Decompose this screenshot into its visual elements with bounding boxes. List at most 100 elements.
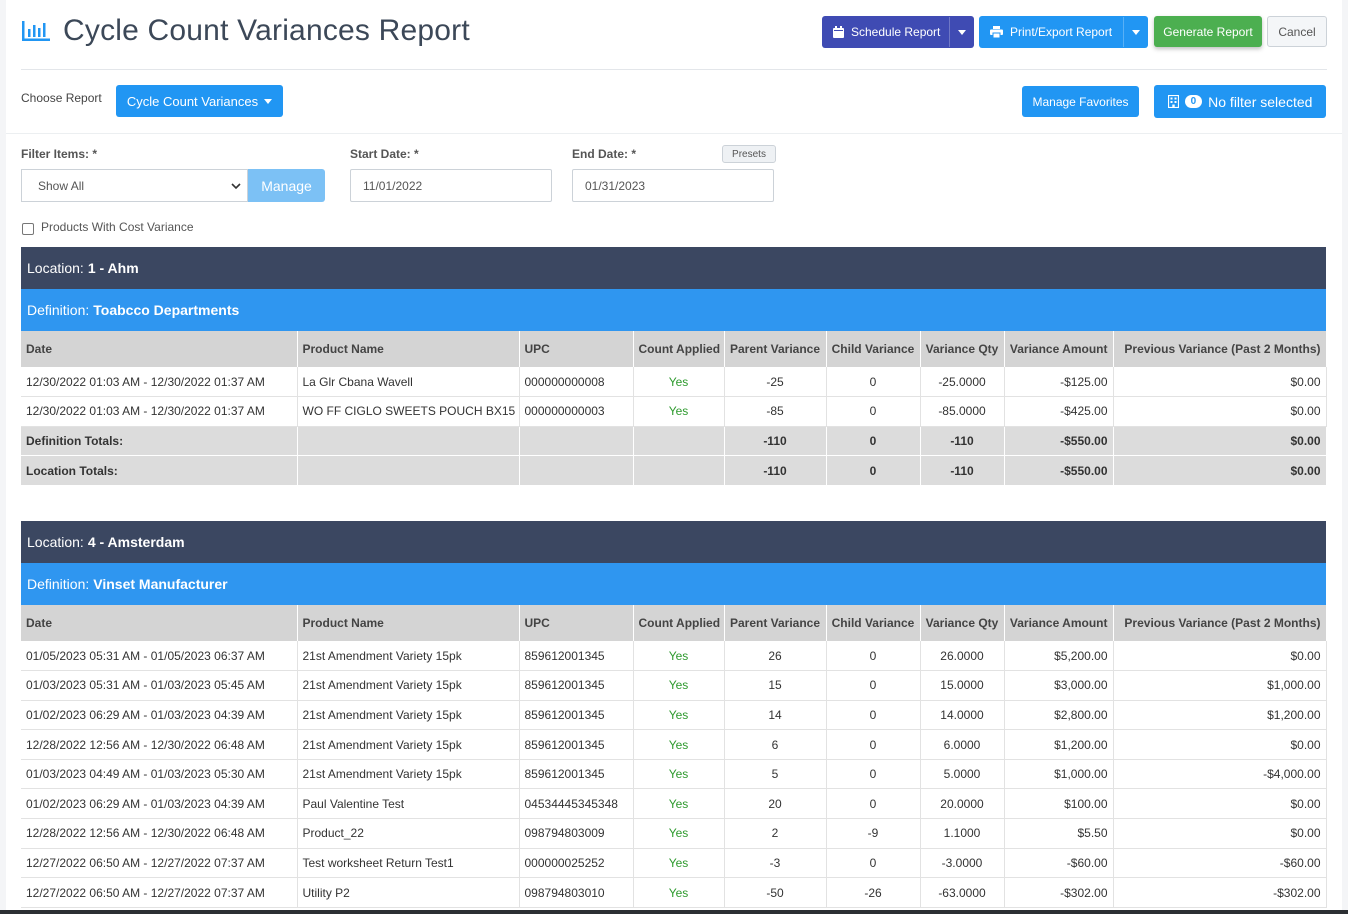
choose-report-value: Cycle Count Variances — [126, 93, 259, 109]
table-cell: 0 — [826, 700, 921, 731]
table-cell: 098794803009 — [519, 818, 634, 849]
cancel-button[interactable]: Cancel — [1267, 16, 1327, 47]
table-cell: La Glr Cbana Wavell — [297, 367, 520, 398]
table-row: 01/05/2023 05:31 AM - 01/05/2023 06:37 A… — [21, 641, 1327, 672]
column-header[interactable]: Child Variance — [826, 605, 921, 641]
table-cell: 26.0000 — [920, 641, 1005, 672]
print-export-button[interactable]: Print/Export Report — [979, 16, 1148, 48]
print-dropdown-toggle[interactable] — [1123, 17, 1147, 47]
caret-down-icon — [264, 98, 273, 104]
table-cell: 01/03/2023 05:31 AM - 01/03/2023 05:45 A… — [21, 670, 298, 701]
totals-cell: 0 — [826, 455, 921, 486]
column-header[interactable]: Count Applied — [633, 331, 725, 367]
definition-name: Vinset Manufacturer — [93, 576, 228, 592]
table-cell: 0 — [826, 729, 921, 760]
table-cell: 04534445345348 — [519, 788, 634, 820]
table-cell: 5.0000 — [920, 759, 1005, 790]
column-header[interactable]: Count Applied — [633, 605, 725, 641]
totals-cell — [519, 455, 634, 486]
column-header[interactable]: Previous Variance (Past 2 Months) — [1113, 605, 1327, 641]
table-cell: -$125.00 — [1004, 367, 1114, 398]
print-export-label: Print/Export Report — [1010, 25, 1113, 39]
column-header[interactable]: Child Variance — [826, 331, 921, 367]
totals-cell: -$550.00 — [1004, 426, 1114, 457]
manage-favorites-button[interactable]: Manage Favorites — [1022, 86, 1139, 117]
totals-cell — [519, 426, 634, 457]
column-header[interactable]: Previous Variance (Past 2 Months) — [1113, 331, 1327, 367]
table-cell: $1,200.00 — [1004, 729, 1114, 760]
column-header[interactable]: UPC — [519, 331, 634, 367]
table-cell: 21st Amendment Variety 15pk — [297, 641, 520, 672]
table-cell: -$60.00 — [1004, 848, 1114, 879]
filter-items-select[interactable]: Show All — [21, 169, 248, 202]
table-cell: -50 — [724, 877, 827, 908]
column-header[interactable]: Variance Amount — [1004, 331, 1114, 367]
location-section: Location: 1 - Ahm Definition: Toabcco De… — [21, 247, 1327, 486]
table-cell: 6 — [724, 729, 827, 760]
column-header[interactable]: Product Name — [297, 331, 520, 367]
table-row: 12/27/2022 06:50 AM - 12/27/2022 07:37 A… — [21, 848, 1327, 879]
table-row: 12/30/2022 01:03 AM - 12/30/2022 01:37 A… — [21, 396, 1327, 427]
table-cell: -85.0000 — [920, 396, 1005, 427]
choose-report-dropdown[interactable]: Cycle Count Variances — [116, 85, 283, 117]
totals-cell: 0 — [826, 426, 921, 457]
schedule-report-button[interactable]: Schedule Report — [822, 16, 974, 48]
table-cell: Yes — [633, 670, 725, 701]
table-cell: Paul Valentine Test — [297, 788, 520, 820]
divider — [6, 133, 1342, 134]
choose-report-label: Choose Report — [21, 91, 102, 105]
table-cell: 15 — [724, 670, 827, 701]
schedule-dropdown-toggle[interactable] — [949, 17, 973, 47]
filter-items-value: Show All — [38, 178, 85, 193]
table-row: 12/27/2022 06:50 AM - 12/27/2022 07:37 A… — [21, 877, 1327, 908]
page-header: Cycle Count Variances Report Schedule Re… — [21, 0, 1327, 70]
totals-cell: -110 — [920, 426, 1005, 457]
column-header[interactable]: Date — [21, 331, 298, 367]
table-cell: $0.00 — [1113, 788, 1327, 820]
presets-button[interactable]: Presets — [722, 145, 776, 163]
caret-down-icon — [957, 29, 966, 35]
table-cell: 14.0000 — [920, 700, 1005, 731]
filter-status-button[interactable]: 0 No filter selected — [1154, 85, 1326, 118]
column-header[interactable]: Parent Variance — [724, 331, 827, 367]
manage-button[interactable]: Manage — [248, 169, 325, 202]
filter-items-label: Filter Items: * — [21, 147, 98, 161]
caret-down-icon — [1131, 29, 1140, 35]
table-cell: 2 — [724, 818, 827, 849]
table-cell: 21st Amendment Variety 15pk — [297, 729, 520, 760]
table-cell: Yes — [633, 729, 725, 760]
column-header[interactable]: UPC — [519, 605, 634, 641]
table-cell: Yes — [633, 367, 725, 398]
definition-name: Toabcco Departments — [93, 302, 240, 318]
end-date-input[interactable]: 01/31/2023 — [572, 169, 774, 202]
column-header[interactable]: Date — [21, 605, 298, 641]
table-cell: $0.00 — [1113, 367, 1327, 398]
location-label: Location: — [27, 260, 84, 276]
table-cell: -$425.00 — [1004, 396, 1114, 427]
generate-report-button[interactable]: Generate Report — [1154, 16, 1262, 47]
column-header[interactable]: Variance Qty — [920, 605, 1005, 641]
column-header[interactable]: Parent Variance — [724, 605, 827, 641]
table-cell: 000000000003 — [519, 396, 634, 427]
location-header: Location: 1 - Ahm — [21, 247, 1326, 289]
table-cell: -$4,000.00 — [1113, 759, 1327, 790]
column-header[interactable]: Variance Qty — [920, 331, 1005, 367]
column-header[interactable]: Variance Amount — [1004, 605, 1114, 641]
start-date-input[interactable]: 11/01/2022 — [350, 169, 552, 202]
table-cell: -3 — [724, 848, 827, 879]
table-cell: $0.00 — [1113, 818, 1327, 849]
definition-header: Definition: Vinset Manufacturer — [21, 563, 1326, 605]
table-cell: -9 — [826, 818, 921, 849]
table-cell: 21st Amendment Variety 15pk — [297, 759, 520, 790]
column-header[interactable]: Product Name — [297, 605, 520, 641]
schedule-report-label: Schedule Report — [851, 25, 941, 39]
table-cell: $2,800.00 — [1004, 700, 1114, 731]
table-cell: $5.50 — [1004, 818, 1114, 849]
totals-cell — [633, 455, 725, 486]
location-name: 1 - Ahm — [87, 260, 139, 276]
table-cell: Yes — [633, 759, 725, 790]
table-cell: 0 — [826, 641, 921, 672]
table-cell: 12/28/2022 12:56 AM - 12/30/2022 06:48 A… — [21, 729, 298, 760]
cost-variance-checkbox[interactable] — [22, 223, 34, 235]
table-cell: 859612001345 — [519, 729, 634, 760]
